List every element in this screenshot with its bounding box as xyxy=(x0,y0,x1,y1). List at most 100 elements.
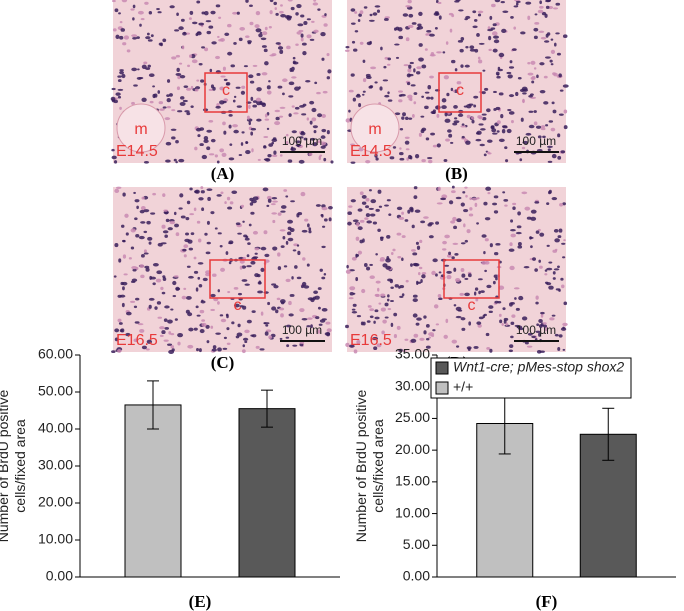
cell-dot xyxy=(146,32,150,36)
cell-dot xyxy=(522,92,527,95)
cell-dot xyxy=(492,23,497,27)
cell-dot xyxy=(383,65,387,69)
cell-dot xyxy=(560,277,564,281)
cell-dot xyxy=(184,238,191,243)
cell-dot xyxy=(210,325,214,329)
cell-dot xyxy=(244,329,250,334)
cell-dot xyxy=(184,110,190,113)
stage-label: E16.5 xyxy=(350,332,392,349)
cell-dot xyxy=(327,69,332,74)
cell-dot xyxy=(525,1,532,5)
cell-dot xyxy=(510,321,515,325)
cell-dot xyxy=(419,239,423,244)
cell-dot xyxy=(212,273,217,277)
cell-dot xyxy=(113,99,118,104)
cell-dot xyxy=(387,307,392,311)
cell-dot xyxy=(323,157,327,162)
cell-dot xyxy=(308,152,313,156)
cell-dot xyxy=(179,193,184,198)
cell-dot xyxy=(205,324,210,329)
micrograph: m c E14.5 100 µm xyxy=(344,0,569,164)
cell-dot xyxy=(137,10,144,15)
cell-dot xyxy=(510,120,514,124)
cell-dot xyxy=(505,322,508,326)
cell-dot xyxy=(130,228,136,233)
region-box xyxy=(204,72,248,113)
cell-dot xyxy=(489,348,493,353)
cell-dot xyxy=(442,240,447,245)
cell-dot xyxy=(150,212,156,215)
cell-dot xyxy=(453,267,457,272)
cell-dot xyxy=(348,205,353,208)
cell-dot xyxy=(249,80,255,84)
cell-dot xyxy=(438,271,442,274)
cell-dot xyxy=(441,105,447,110)
cell-dot xyxy=(487,28,494,32)
cell-dot xyxy=(163,318,168,323)
cell-dot xyxy=(512,206,516,210)
cell-dot xyxy=(252,104,257,108)
cell-dot xyxy=(259,348,265,351)
cell-dot xyxy=(436,143,441,148)
cell-dot xyxy=(417,25,424,30)
cell-dot xyxy=(378,302,382,305)
cell-dot xyxy=(543,101,549,105)
cell-dot xyxy=(515,307,520,311)
cell-dot xyxy=(539,62,545,66)
cell-dot xyxy=(563,239,566,242)
cell-dot xyxy=(196,127,202,132)
cell-dot xyxy=(134,199,140,203)
panel-label: (B) xyxy=(445,164,468,183)
cell-dot xyxy=(451,13,455,18)
cell-dot xyxy=(297,23,304,27)
cell-dot xyxy=(544,273,548,276)
cell-dot xyxy=(179,62,183,65)
cell-dot xyxy=(404,338,409,341)
cell-dot xyxy=(193,327,198,331)
cell-dot xyxy=(513,287,520,290)
cell-dot xyxy=(387,298,390,302)
cell-dot xyxy=(410,263,413,267)
cell-dot xyxy=(177,341,181,346)
cell-dot xyxy=(201,319,206,322)
cell-dot xyxy=(141,345,147,350)
cell-dot xyxy=(405,279,409,283)
cell-dot xyxy=(293,112,299,115)
cell-dot xyxy=(174,29,180,32)
cell-dot xyxy=(445,138,451,142)
cell-dot xyxy=(444,118,451,123)
cell-dot xyxy=(543,324,548,328)
cell-dot xyxy=(355,236,360,241)
cell-dot xyxy=(263,322,267,325)
cell-dot xyxy=(433,12,440,16)
cell-dot xyxy=(446,92,450,97)
cell-dot xyxy=(206,129,213,133)
cell-dot xyxy=(496,75,501,79)
cell-dot xyxy=(491,3,496,8)
cell-dot xyxy=(240,142,244,146)
cell-dot xyxy=(167,227,173,231)
cell-dot xyxy=(373,320,376,324)
cell-dot xyxy=(381,330,385,335)
region-box xyxy=(209,259,266,299)
cell-dot xyxy=(190,85,194,90)
cell-dot xyxy=(178,158,185,163)
cell-dot xyxy=(396,325,401,330)
cell-dot xyxy=(483,313,487,317)
cell-dot xyxy=(254,24,260,29)
cell-dot xyxy=(156,270,163,275)
cell-dot xyxy=(166,105,171,109)
cell-dot xyxy=(221,152,227,157)
cell-dot xyxy=(487,151,490,155)
cell-dot xyxy=(150,276,157,280)
cell-dot xyxy=(296,213,300,218)
cell-dot xyxy=(534,21,540,25)
cell-dot xyxy=(542,322,547,325)
cell-dot xyxy=(300,14,305,18)
cell-dot xyxy=(378,205,383,208)
cell-dot xyxy=(219,86,225,91)
cell-dot xyxy=(222,121,226,126)
cell-dot xyxy=(200,190,205,194)
cell-dot xyxy=(345,342,350,348)
cell-dot xyxy=(399,127,404,131)
